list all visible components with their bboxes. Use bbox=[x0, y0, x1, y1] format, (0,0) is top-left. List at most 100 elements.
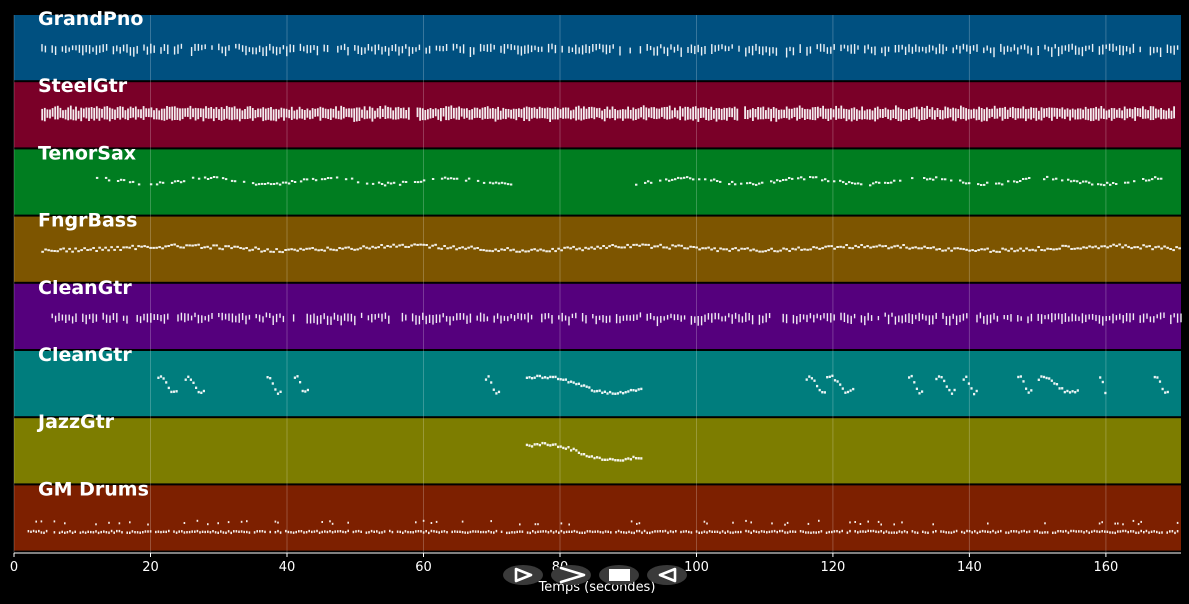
note bbox=[199, 108, 202, 118]
note bbox=[140, 109, 142, 119]
note bbox=[707, 246, 710, 249]
note bbox=[893, 179, 896, 182]
note bbox=[675, 530, 677, 533]
note bbox=[551, 43, 553, 50]
note bbox=[584, 531, 586, 534]
note bbox=[384, 312, 387, 319]
note bbox=[253, 531, 256, 534]
note bbox=[1130, 530, 1132, 533]
note bbox=[758, 250, 761, 253]
note bbox=[263, 183, 267, 185]
note bbox=[233, 106, 236, 120]
note bbox=[784, 523, 786, 526]
note bbox=[428, 45, 431, 54]
note bbox=[884, 245, 887, 247]
note bbox=[398, 183, 402, 186]
stop-button[interactable] bbox=[599, 565, 639, 585]
note bbox=[191, 244, 194, 247]
note bbox=[801, 107, 804, 118]
note bbox=[559, 378, 562, 381]
note bbox=[577, 382, 580, 385]
note bbox=[785, 47, 788, 58]
note bbox=[624, 457, 627, 461]
note bbox=[1091, 530, 1093, 533]
note bbox=[847, 45, 849, 52]
note bbox=[541, 107, 544, 119]
note bbox=[671, 244, 674, 247]
note bbox=[242, 247, 245, 250]
note bbox=[983, 316, 985, 324]
note bbox=[1088, 245, 1091, 248]
note bbox=[333, 312, 336, 320]
rewind-button[interactable] bbox=[647, 565, 687, 585]
note bbox=[38, 529, 40, 533]
note bbox=[1058, 247, 1061, 250]
note bbox=[799, 44, 801, 53]
note bbox=[916, 531, 919, 534]
note bbox=[955, 529, 958, 533]
note bbox=[224, 46, 227, 57]
note bbox=[279, 390, 282, 393]
note bbox=[1097, 247, 1100, 250]
note bbox=[83, 247, 86, 250]
note bbox=[564, 447, 567, 450]
note bbox=[629, 47, 631, 54]
note bbox=[1176, 530, 1179, 533]
note bbox=[966, 529, 968, 533]
note bbox=[821, 247, 824, 250]
note bbox=[1016, 181, 1019, 184]
note bbox=[619, 46, 621, 56]
note bbox=[843, 108, 845, 119]
note bbox=[533, 376, 536, 379]
note bbox=[875, 245, 878, 248]
x-tick-label: 0 bbox=[10, 560, 18, 575]
note bbox=[663, 46, 665, 54]
note bbox=[473, 107, 476, 119]
note bbox=[1046, 175, 1049, 178]
note bbox=[728, 183, 731, 186]
note bbox=[820, 530, 823, 533]
note bbox=[623, 246, 626, 249]
note bbox=[703, 520, 706, 523]
note bbox=[431, 244, 434, 247]
note bbox=[41, 44, 43, 52]
note bbox=[585, 108, 588, 119]
note bbox=[575, 449, 578, 452]
note bbox=[1006, 45, 1009, 52]
note bbox=[61, 530, 63, 534]
fast-forward-button[interactable] bbox=[551, 565, 591, 585]
note bbox=[900, 108, 902, 122]
note bbox=[595, 44, 597, 51]
note bbox=[698, 531, 700, 534]
note bbox=[278, 183, 282, 186]
note bbox=[1020, 316, 1022, 321]
play-button[interactable] bbox=[503, 565, 543, 585]
track-lane-bg bbox=[14, 283, 1181, 349]
note bbox=[1166, 390, 1169, 394]
note bbox=[190, 315, 193, 321]
note bbox=[903, 530, 906, 533]
note bbox=[694, 106, 697, 120]
note bbox=[629, 315, 631, 321]
note bbox=[753, 529, 755, 533]
note bbox=[772, 47, 774, 54]
note bbox=[935, 176, 938, 179]
note bbox=[127, 108, 129, 121]
note bbox=[277, 529, 279, 533]
note bbox=[1073, 179, 1076, 182]
note bbox=[165, 530, 167, 534]
note bbox=[692, 106, 694, 121]
note bbox=[150, 43, 152, 54]
note bbox=[971, 531, 973, 534]
note bbox=[791, 108, 793, 119]
note bbox=[611, 458, 614, 461]
note bbox=[796, 316, 798, 325]
note bbox=[986, 247, 989, 250]
note bbox=[53, 531, 56, 534]
note bbox=[461, 531, 464, 534]
note bbox=[690, 44, 693, 54]
note bbox=[65, 250, 68, 253]
note bbox=[571, 47, 574, 52]
note bbox=[656, 530, 659, 533]
note bbox=[557, 445, 560, 449]
